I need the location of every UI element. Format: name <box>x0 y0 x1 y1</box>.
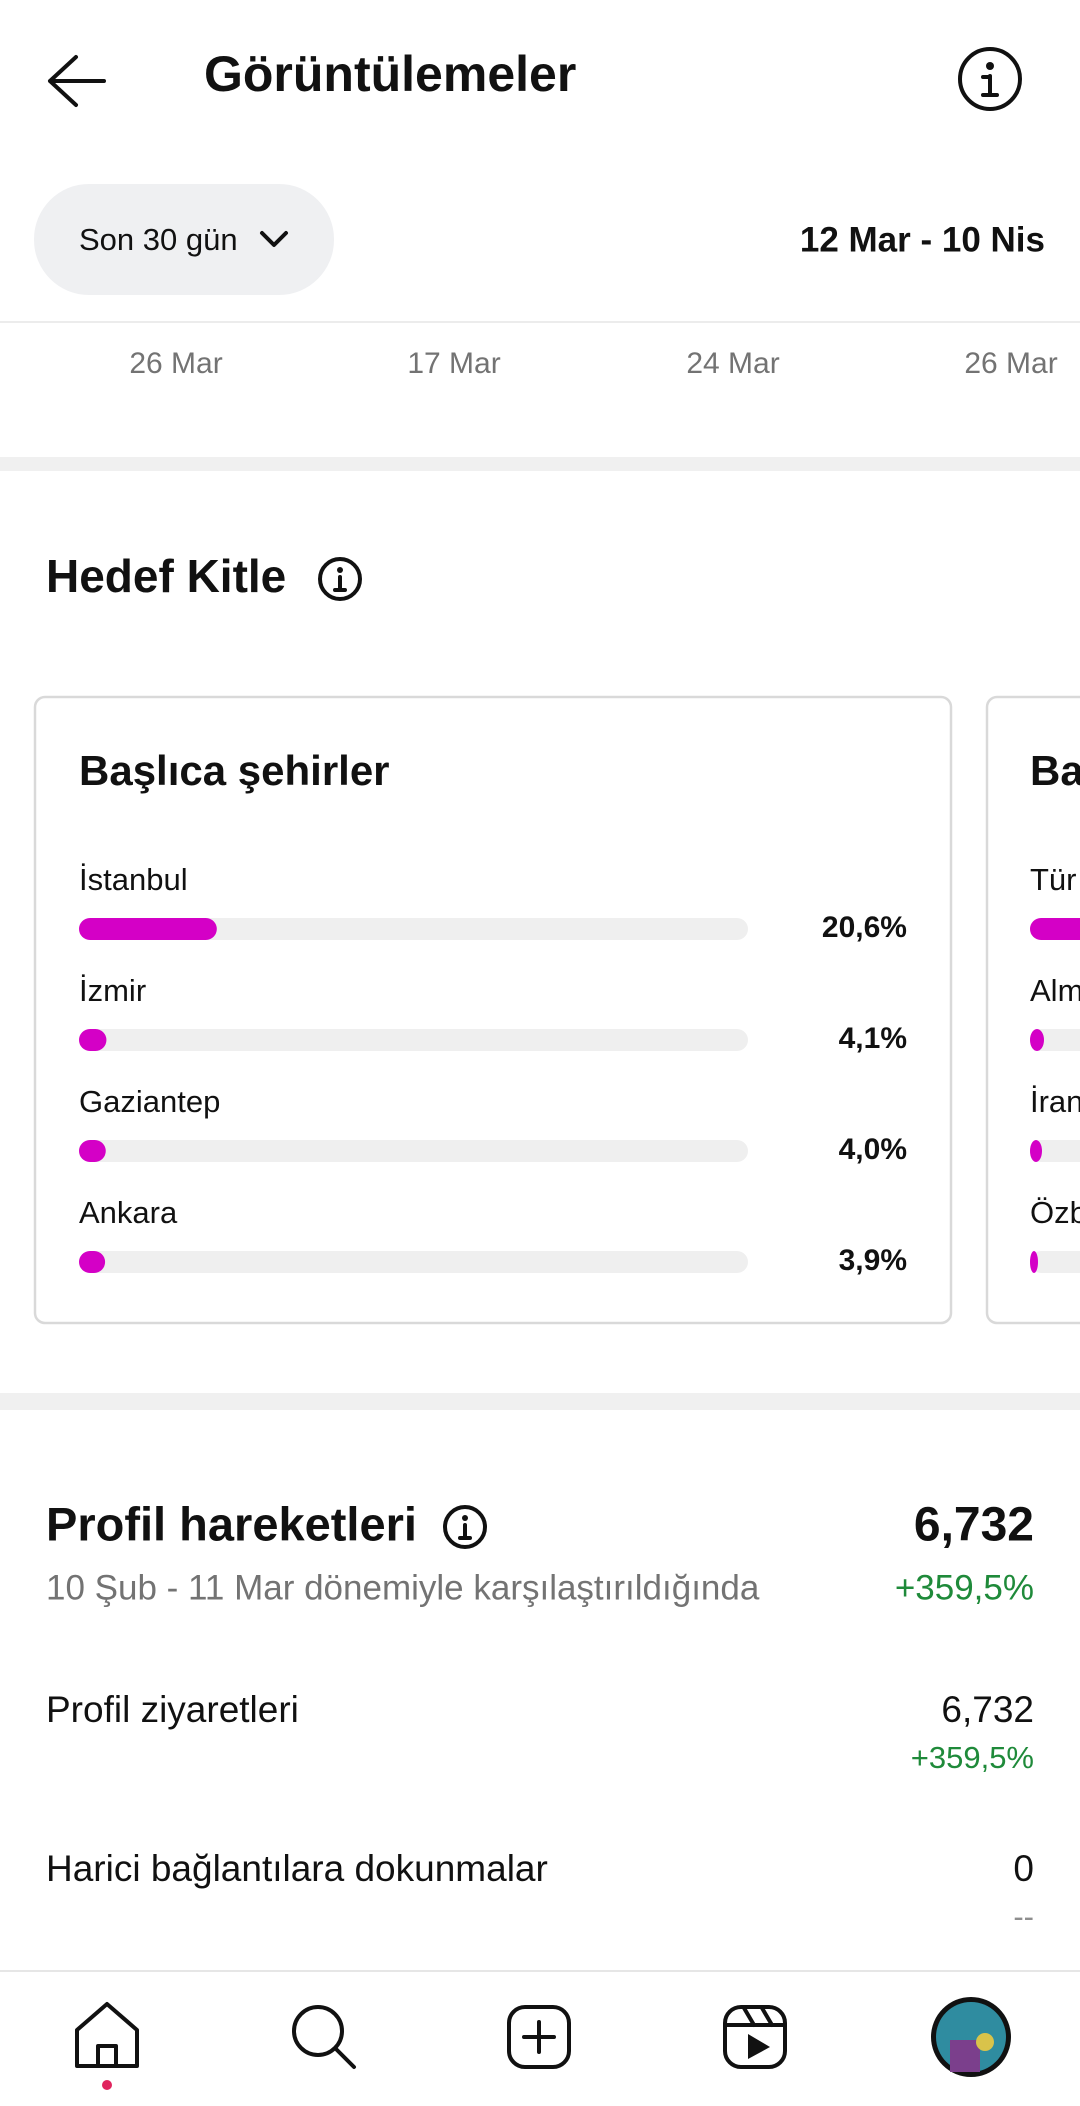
bar-track <box>1030 1140 1080 1162</box>
bar-track <box>79 1251 748 1273</box>
country-name: Tür <box>1030 862 1077 897</box>
page-title: Görüntülemeler <box>204 46 576 102</box>
info-button[interactable] <box>958 47 1022 111</box>
create-tab[interactable] <box>507 2005 571 2069</box>
timeline-label: 26 Mar <box>129 347 222 380</box>
metric-change: +359,5% <box>911 1740 1034 1775</box>
city-percent: 3,9% <box>839 1244 907 1277</box>
card-title: Ba <box>1030 747 1080 794</box>
profile-tab[interactable] <box>931 1997 1011 2077</box>
back-button[interactable] <box>48 55 106 107</box>
city-name: Gaziantep <box>79 1084 220 1119</box>
bar <box>79 1140 106 1162</box>
period-label: Son 30 gün <box>79 222 238 257</box>
timeline-label: 26 Mar <box>964 347 1057 380</box>
metric-name: Harici bağlantılara dokunmalar <box>46 1848 548 1889</box>
city-name: Ankara <box>79 1195 178 1230</box>
timeline-label: 24 Mar <box>686 347 779 380</box>
metric-value: 6,732 <box>941 1689 1034 1730</box>
city-percent: 4,1% <box>839 1022 907 1055</box>
bar-track <box>1030 1251 1080 1273</box>
bar <box>1030 1029 1044 1051</box>
bar-track <box>79 918 748 940</box>
date-range: 12 Mar - 10 Nis <box>800 220 1045 259</box>
info-button[interactable] <box>443 1505 487 1549</box>
metric-value: 0 <box>1013 1848 1034 1889</box>
section-title: Hedef Kitle <box>46 550 286 602</box>
bar <box>79 918 217 940</box>
bar <box>1030 1251 1038 1273</box>
chevron <box>260 231 288 247</box>
section-separator <box>0 1393 1080 1410</box>
total-change: +359,5% <box>895 1568 1034 1607</box>
country-name: İran <box>1030 1084 1080 1119</box>
country-name: Özb <box>1030 1195 1080 1230</box>
reels-tab[interactable] <box>723 2005 787 2069</box>
section-separator <box>0 457 1080 471</box>
bar <box>79 1029 107 1051</box>
city-name: İzmir <box>79 973 146 1008</box>
bar <box>1030 1140 1042 1162</box>
city-percent: 20,6% <box>822 911 907 944</box>
home-tab[interactable] <box>75 2002 139 2090</box>
city-name: İstanbul <box>79 862 188 897</box>
bar <box>79 1251 106 1273</box>
info-button[interactable] <box>318 557 362 601</box>
bar-track <box>79 1029 748 1051</box>
total-value: 6,732 <box>914 1499 1034 1552</box>
cities-card <box>33 695 953 1325</box>
period-pill[interactable] <box>34 184 334 295</box>
countries-card <box>985 695 1080 1325</box>
bar-track <box>79 1140 748 1162</box>
comparison-note: 10 Şub - 11 Mar dönemiyle karşılaştırıld… <box>46 1568 760 1607</box>
section-title: Profil hareketleri <box>46 1497 417 1550</box>
metric-change: -- <box>1013 1899 1034 1934</box>
bar <box>1030 918 1080 940</box>
card-title: Başlıca şehirler <box>79 747 390 794</box>
timeline-label: 17 Mar <box>407 347 500 380</box>
country-name: Alm <box>1030 973 1080 1008</box>
metric-name: Profil ziyaretleri <box>46 1689 299 1730</box>
search-tab[interactable] <box>292 2005 356 2069</box>
city-percent: 4,0% <box>839 1133 907 1166</box>
